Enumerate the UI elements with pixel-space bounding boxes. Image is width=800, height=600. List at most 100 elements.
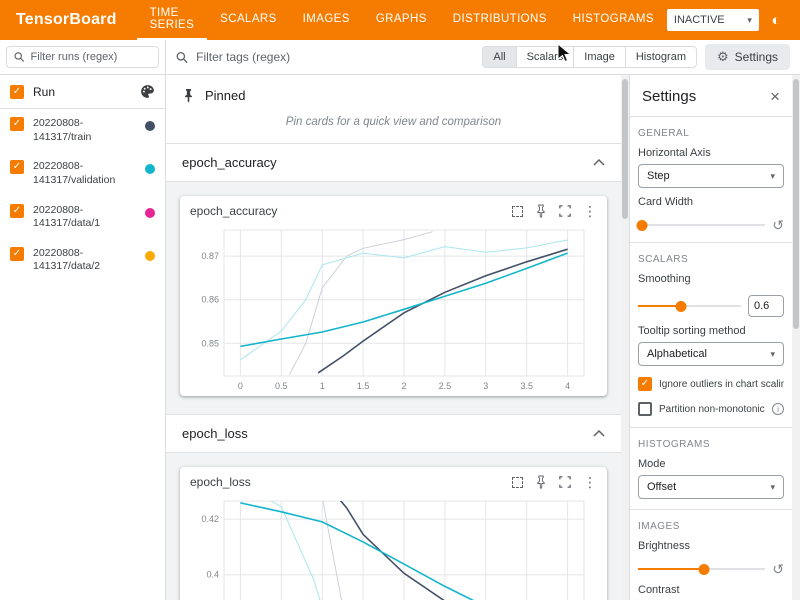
tags-toolbar: All Scalars Image Histogram ⚙ Settings xyxy=(166,40,800,75)
runs-list: 20220808-141317/train 20220808-141317/va… xyxy=(0,109,165,282)
window-scrollbar[interactable] xyxy=(792,75,800,600)
epoch-loss-chart[interactable]: 0.360.380.40.42 xyxy=(190,493,594,600)
filter-tags-box xyxy=(176,50,475,64)
close-icon[interactable]: × xyxy=(770,87,780,106)
svg-text:0.5: 0.5 xyxy=(275,381,288,391)
tab-scalars[interactable]: SCALARS xyxy=(220,13,277,25)
epoch-loss-card: epoch_loss ⋮ xyxy=(180,467,607,600)
filter-histogram-button[interactable]: Histogram xyxy=(624,46,697,68)
ignore-outliers-checkbox[interactable] xyxy=(638,377,652,391)
ignore-outliers-row[interactable]: Ignore outliers in chart scaling xyxy=(638,377,784,391)
epoch-accuracy-card: epoch_accuracy ⋮ xyxy=(180,196,607,396)
select-all-runs-checkbox[interactable] xyxy=(10,84,24,99)
filter-runs-input[interactable] xyxy=(30,51,151,63)
theme-toggle-icon[interactable]: ◐ xyxy=(771,11,781,29)
reload-status-select[interactable]: INACTIVE ▾ xyxy=(666,9,759,31)
scrollbar-thumb[interactable] xyxy=(793,79,799,329)
section-epoch-loss[interactable]: epoch_loss xyxy=(166,415,621,453)
runs-list-header: Run xyxy=(0,75,165,109)
pin-icon xyxy=(182,88,195,103)
smoothing-slider[interactable] xyxy=(638,300,741,312)
smoothing-value-input[interactable] xyxy=(748,295,784,317)
chevron-up-icon[interactable] xyxy=(593,159,605,166)
tab-histograms[interactable]: HISTOGRAMS xyxy=(572,13,654,25)
gear-icon: ⚙ xyxy=(716,49,729,64)
chevron-down-icon: ▾ xyxy=(747,14,752,25)
settings-panel: Settings × GENERAL Horizontal Axis Step … xyxy=(629,75,792,600)
run-checkbox[interactable] xyxy=(10,117,24,131)
search-icon xyxy=(176,51,188,63)
tag-type-filter-group: All Scalars Image Histogram xyxy=(482,46,697,68)
card-width-slider[interactable] xyxy=(636,219,766,231)
card-title: epoch_accuracy xyxy=(190,204,278,218)
tab-graphs[interactable]: GRAPHS xyxy=(375,13,427,25)
run-row-data1[interactable]: 20220808-141317/data/1 xyxy=(0,196,165,239)
run-color-dot[interactable] xyxy=(145,207,155,218)
fullscreen-icon[interactable] xyxy=(559,476,571,488)
svg-text:0.4: 0.4 xyxy=(206,570,219,580)
horizontal-axis-select[interactable]: Step ▾ xyxy=(638,164,784,188)
svg-text:2.5: 2.5 xyxy=(439,381,452,391)
reset-icon[interactable]: ↺ xyxy=(772,561,784,577)
app-header: TensorBoard TIME SERIES SCALARS IMAGES G… xyxy=(0,0,800,40)
filter-all-button[interactable]: All xyxy=(482,46,517,68)
filter-image-button[interactable]: Image xyxy=(573,46,626,68)
run-checkbox[interactable] xyxy=(10,203,24,218)
info-icon[interactable]: i xyxy=(772,403,784,415)
histogram-mode-select[interactable]: Offset ▾ xyxy=(638,475,784,499)
filter-tags-input[interactable] xyxy=(196,50,475,64)
cards-main-area: Pinned Pin cards for a quick view and co… xyxy=(166,75,621,600)
fit-domain-icon[interactable] xyxy=(512,476,523,488)
fullscreen-icon[interactable] xyxy=(559,205,571,217)
more-options-icon[interactable]: ⋮ xyxy=(583,474,597,490)
filter-runs-box xyxy=(6,46,159,68)
refresh-icon[interactable]: ↻ xyxy=(793,7,800,33)
settings-button[interactable]: ⚙ Settings xyxy=(704,44,790,70)
images-heading: IMAGES xyxy=(638,521,680,532)
tab-images[interactable]: IMAGES xyxy=(302,13,350,25)
epoch-accuracy-chart[interactable]: 0 0.5 1 1.5 2 2.5 3 3.5 4 0.85 0.86 0.87 xyxy=(190,222,594,394)
section-epoch-accuracy[interactable]: epoch_accuracy xyxy=(166,144,621,182)
chevron-down-icon: ▾ xyxy=(770,481,775,492)
chevron-down-icon: ▾ xyxy=(770,170,775,181)
run-row-validation[interactable]: 20220808-141317/validation xyxy=(0,152,165,195)
partition-x-axis-row[interactable]: Partition non-monotonic X axis i xyxy=(638,402,784,416)
brightness-slider[interactable] xyxy=(638,563,766,575)
tab-time-series[interactable]: TIME SERIES xyxy=(136,0,208,40)
svg-text:0.42: 0.42 xyxy=(201,514,219,524)
app-title: TensorBoard xyxy=(16,11,117,28)
run-color-dot[interactable] xyxy=(145,164,155,175)
main-scrollbar[interactable] xyxy=(621,75,629,600)
reset-icon[interactable]: ↺ xyxy=(772,217,784,233)
pin-card-icon[interactable] xyxy=(535,475,547,489)
run-checkbox[interactable] xyxy=(10,246,24,261)
general-heading: GENERAL xyxy=(638,128,690,139)
palette-icon[interactable] xyxy=(140,84,155,99)
chevron-up-icon[interactable] xyxy=(593,430,605,437)
svg-text:0: 0 xyxy=(238,381,243,391)
filter-scalars-button[interactable]: Scalars xyxy=(515,46,575,68)
scrollbar-thumb[interactable] xyxy=(622,79,628,219)
more-options-icon[interactable]: ⋮ xyxy=(583,203,597,219)
pinned-empty-message: Pin cards for a quick view and compariso… xyxy=(166,112,621,144)
pin-card-icon[interactable] xyxy=(535,204,547,218)
svg-text:1: 1 xyxy=(320,381,325,391)
search-icon xyxy=(14,52,25,62)
run-color-dot[interactable] xyxy=(145,250,155,261)
main-nav-tabs: TIME SERIES SCALARS IMAGES GRAPHS DISTRI… xyxy=(136,0,667,40)
pinned-section-header: Pinned xyxy=(166,75,621,112)
card-title: epoch_loss xyxy=(190,475,251,489)
tab-distributions[interactable]: DISTRIBUTIONS xyxy=(452,13,547,25)
svg-text:1.5: 1.5 xyxy=(357,381,370,391)
svg-text:0.85: 0.85 xyxy=(201,338,219,348)
run-color-dot[interactable] xyxy=(145,121,155,131)
partition-x-axis-checkbox[interactable] xyxy=(638,402,652,416)
run-checkbox[interactable] xyxy=(10,160,24,175)
tooltip-sorting-select[interactable]: Alphabetical ▾ xyxy=(638,342,784,366)
svg-text:2: 2 xyxy=(401,381,406,391)
fit-domain-icon[interactable] xyxy=(512,205,523,217)
run-row-train[interactable]: 20220808-141317/train xyxy=(0,109,165,152)
svg-text:3: 3 xyxy=(483,381,488,391)
chevron-down-icon: ▾ xyxy=(770,348,775,359)
run-row-data2[interactable]: 20220808-141317/data/2 xyxy=(0,239,165,282)
